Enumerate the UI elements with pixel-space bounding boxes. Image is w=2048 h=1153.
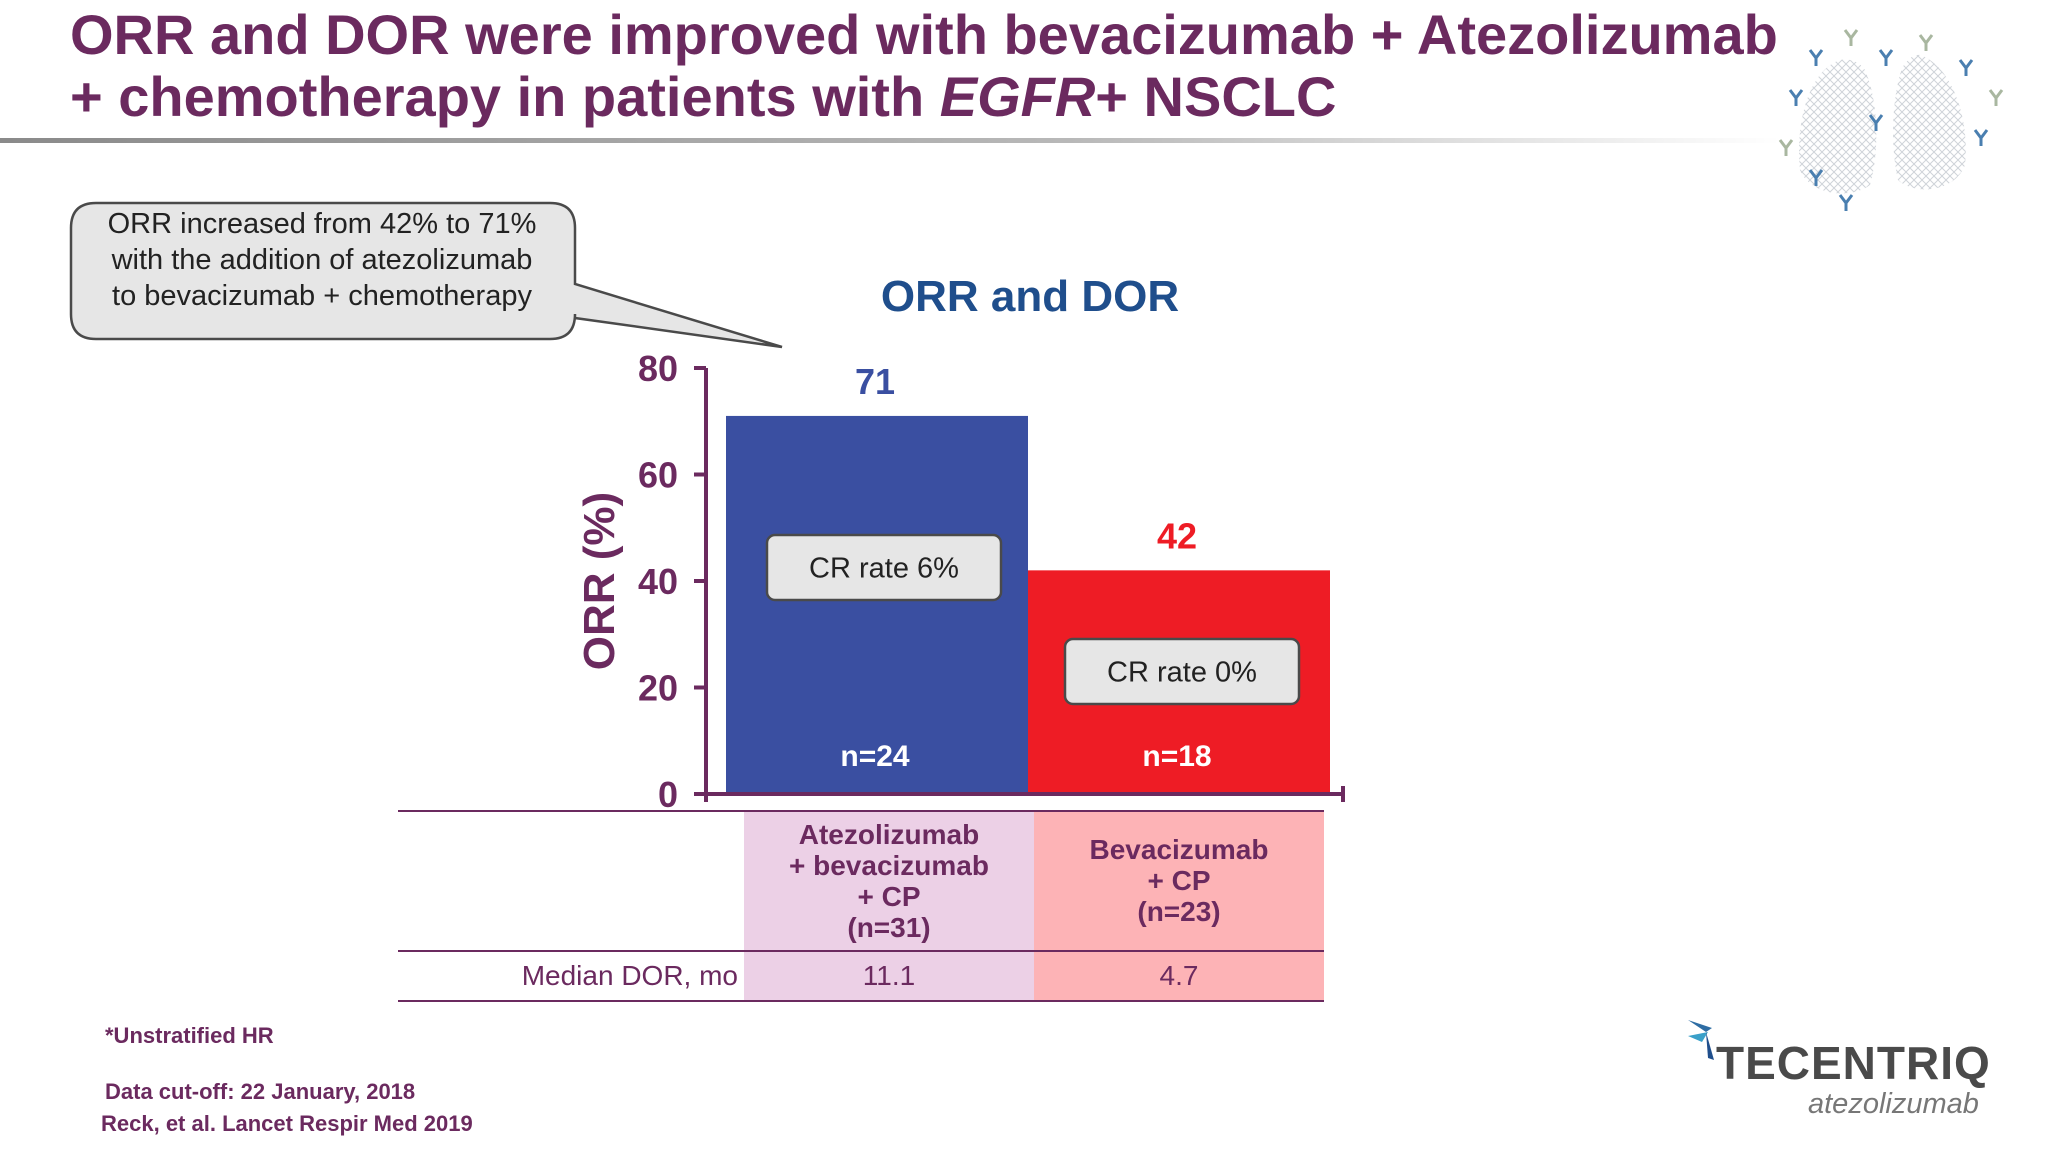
title-line-2: + chemotherapy in patients with EGFR+ NS… [70, 66, 1830, 128]
callout-line-2: with the addition of atezolizumab [111, 244, 533, 276]
table-header-bg-1 [744, 812, 1034, 950]
table-top-line [398, 810, 1324, 812]
slide-title: ORR and DOR were improved with bevacizum… [70, 4, 1830, 128]
cr-rate-label-2: CR rate 0% [1107, 657, 1257, 689]
logo-name: TECENTRIQ [1716, 1037, 1991, 1089]
title-line-2-suffix: + NSCLC [1095, 65, 1337, 128]
y-tick-label-60: 60 [638, 455, 678, 496]
footnote-data-cutoff: Data cut-off: 22 January, 2018 [105, 1079, 416, 1104]
table-header-atezolizumab: Atezolizumab + bevacizumab + CP (n=31) [744, 812, 1034, 950]
table-value-bevacizumab: 4.7 [1159, 960, 1199, 991]
bar-value-label-2: 42 [1157, 515, 1197, 556]
header-2-line-1: Bevacizumab [1089, 833, 1269, 865]
bar-1 [726, 415, 1028, 794]
y-tick-label-0: 0 [658, 774, 678, 815]
tecentriq-logo: TECENTRIQ atezolizumab [1686, 1010, 1990, 1120]
dor-table: Atezolizumab + bevacizumab + CP (n=31) B… [398, 810, 1328, 1002]
title-line-2-prefix: + chemotherapy in patients with [70, 65, 940, 128]
header-1-line-4: (n=31) [847, 912, 931, 943]
table-bottom-line [398, 1000, 1324, 1002]
callout-line-1: ORR increased from 42% to 71% [107, 208, 537, 240]
logo-sub: atezolizumab [1808, 1088, 1979, 1120]
table-mid-line [398, 950, 1324, 952]
callout-line-3: to bevacizumab + chemotherapy [112, 280, 532, 312]
table-value-atezolizumab: 11.1 [862, 960, 916, 991]
bar-value-label-1: 71 [855, 361, 895, 402]
header-1-line-3: + CP [857, 881, 921, 912]
table-header-bg-2 [1034, 812, 1324, 950]
footnote-reference: Reck, et al. Lancet Respir Med 2019 [101, 1111, 473, 1136]
cr-rate-box-1 [765, 533, 1003, 602]
bar-n-label-2: n=18 [1142, 740, 1211, 773]
title-line-2-italic: EGFR [939, 65, 1096, 128]
table-value-bg-1 [744, 952, 1034, 1000]
header-2-line-3: (n=23) [1137, 895, 1221, 927]
table-value-bg-2 [1034, 952, 1324, 1000]
cr-rate-box-2 [1063, 637, 1301, 706]
cr-rate-label-1: CR rate 6% [809, 553, 959, 585]
callout-bubble [69, 201, 783, 349]
table-header-bevacizumab: Bevacizumab + CP (n=23) [1034, 812, 1324, 948]
header-2-line-2: + CP [1147, 864, 1211, 896]
title-line-1: ORR and DOR were improved with bevacizum… [70, 3, 1778, 66]
y-tick-label-80: 80 [638, 348, 678, 389]
header-1-line-1: Atezolizumab [798, 819, 980, 850]
footnote-unstratified: *Unstratified HR [105, 1023, 274, 1048]
y-axis-label: ORR (%) [575, 492, 624, 670]
logo-mark-icon [1688, 1020, 1714, 1060]
y-tick-label-40: 40 [638, 561, 678, 602]
header-1-line-2: + bevacizumab [789, 850, 989, 881]
bar-n-label-1: n=24 [840, 740, 910, 773]
y-tick-label-20: 20 [638, 668, 678, 709]
title-divider [0, 138, 1780, 143]
lungs-antibody-image [1778, 29, 2004, 211]
table-row-label: Median DOR, mo [521, 960, 738, 991]
chart-title: ORR and DOR [880, 272, 1180, 321]
callout-text: ORR increased from 42% to 71% with the a… [72, 206, 572, 314]
